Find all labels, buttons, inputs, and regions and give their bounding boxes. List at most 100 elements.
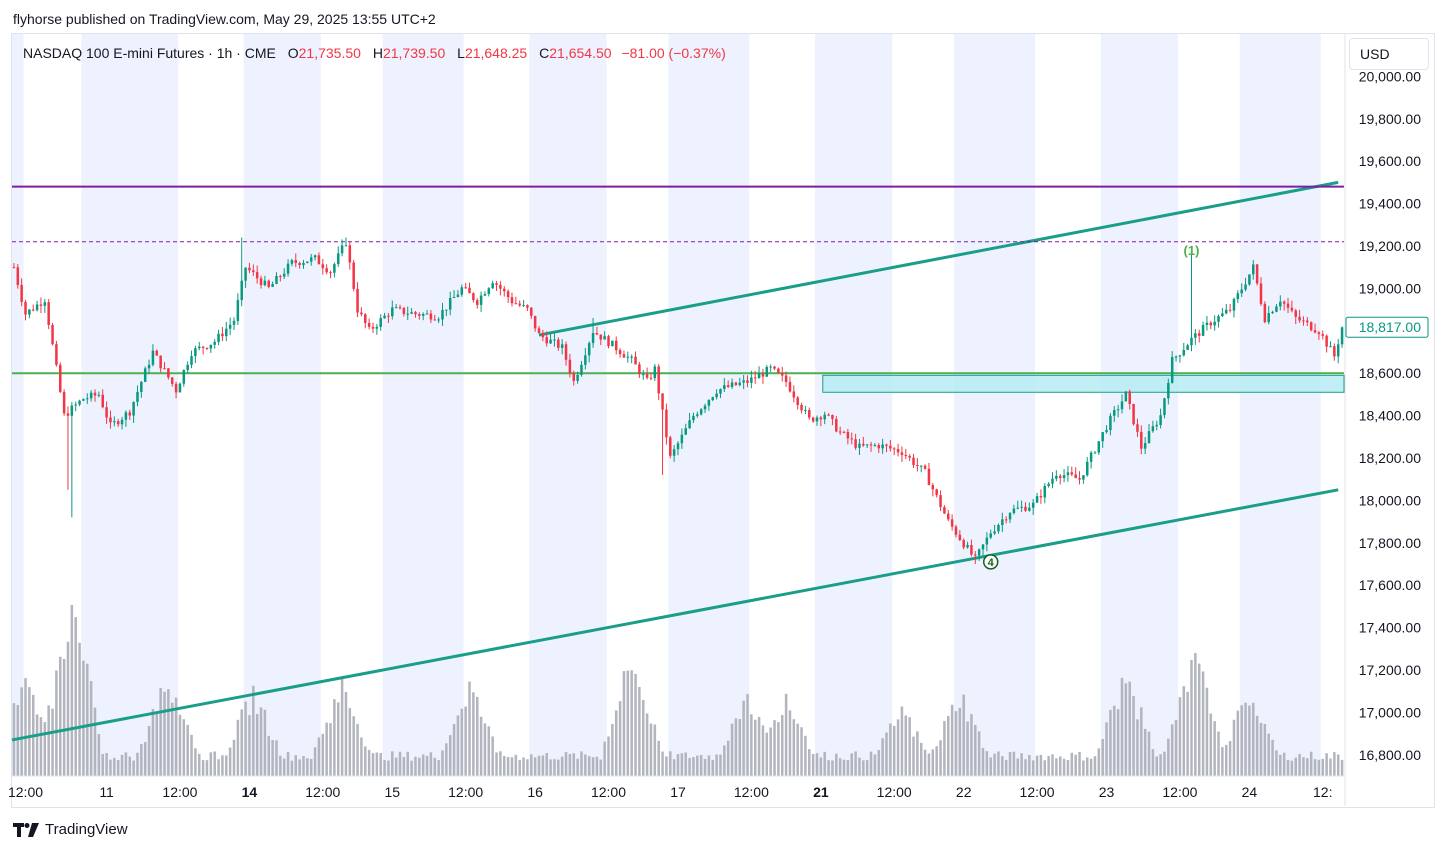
volume-bar — [680, 753, 684, 776]
candle — [1113, 406, 1116, 423]
chart-frame — [11, 33, 1435, 808]
volume-bar — [364, 746, 367, 776]
candle — [950, 514, 954, 531]
candle — [541, 329, 545, 342]
candle — [39, 297, 43, 313]
volume-bar — [1317, 759, 1321, 776]
volume-bar — [630, 670, 633, 776]
tradingview-brand[interactable]: TradingView — [13, 821, 128, 838]
volume-bar — [479, 716, 483, 776]
volume-bar — [939, 740, 942, 776]
candle-body — [626, 356, 630, 358]
volume-bar — [352, 716, 355, 776]
volume-bar — [753, 719, 757, 776]
volume-bar — [367, 749, 371, 776]
candle-body — [1197, 333, 1201, 336]
candle — [1294, 308, 1297, 325]
volume-bar — [738, 719, 742, 776]
candle — [170, 377, 174, 387]
volume-bar — [989, 757, 992, 776]
candle — [225, 321, 228, 342]
candle — [1082, 475, 1085, 484]
candle-body — [16, 267, 20, 285]
candle — [522, 299, 525, 307]
candle-body — [1159, 415, 1162, 425]
candle-body — [927, 468, 931, 486]
volume-bar — [638, 687, 641, 776]
volume-bar — [495, 752, 498, 776]
volume-bar — [1055, 758, 1058, 776]
candle-body — [356, 288, 359, 313]
candle — [325, 264, 328, 275]
candle-body — [209, 344, 213, 349]
volume-bar — [340, 676, 344, 776]
candle-body — [827, 414, 830, 416]
candle-body — [641, 374, 645, 376]
volume-bar — [761, 725, 765, 776]
volume-bar — [842, 759, 846, 776]
candle-body — [603, 336, 606, 340]
volume-bar — [1078, 751, 1081, 776]
currency-label: USD — [1360, 46, 1390, 62]
candle-body — [1039, 496, 1043, 498]
candle — [1066, 466, 1070, 482]
volume-bar — [336, 702, 340, 776]
candle-body — [197, 346, 201, 349]
candle — [1085, 457, 1089, 477]
candle — [86, 393, 89, 404]
symbol-name[interactable]: NASDAQ 100 E-mini Futures · 1h · CME — [23, 45, 276, 61]
volume-bar — [1302, 757, 1305, 776]
candle-body — [51, 324, 54, 345]
volume-bar — [784, 693, 788, 776]
volume-bar — [259, 707, 263, 776]
candle-body — [128, 412, 132, 416]
candle-body — [777, 368, 780, 373]
candle-body — [557, 339, 560, 348]
candle — [47, 299, 50, 330]
candle-body — [1248, 274, 1251, 285]
candle — [707, 399, 711, 411]
volume-bar — [1232, 719, 1236, 776]
volume-bar — [726, 740, 730, 776]
volume-bar — [236, 719, 240, 776]
candle — [699, 408, 703, 416]
candle — [410, 308, 413, 315]
candle-body — [912, 457, 915, 466]
candle — [286, 259, 290, 277]
time-tick-label: 11 — [99, 784, 114, 800]
candle-body — [433, 319, 437, 321]
candle — [1313, 323, 1317, 334]
candle — [530, 307, 533, 319]
candle-body — [1182, 349, 1186, 356]
candle — [89, 390, 93, 402]
volume-bar — [1109, 709, 1112, 776]
volume-bar — [205, 760, 209, 776]
volume-bar — [827, 760, 830, 776]
candle — [630, 354, 633, 364]
volume-bar — [333, 699, 336, 776]
candle-body — [1074, 474, 1077, 479]
volume-bar — [653, 724, 657, 776]
candle — [796, 395, 799, 410]
volume-bar — [78, 642, 81, 776]
candle-body — [425, 313, 429, 315]
candle-body — [116, 421, 120, 425]
volume-bar — [421, 754, 425, 776]
candle-body — [750, 377, 753, 383]
volume-bar — [557, 759, 560, 776]
candle-body — [286, 263, 290, 274]
price-tick-label: 19,800.00 — [1359, 111, 1421, 127]
volume-bar — [1329, 758, 1332, 776]
volume-bar — [155, 713, 159, 776]
candle-body — [1070, 472, 1074, 475]
candle-body — [522, 305, 525, 307]
candle — [827, 413, 830, 417]
currency-selector[interactable]: USD — [1349, 38, 1429, 70]
volume-bar — [151, 708, 155, 776]
candle — [236, 293, 240, 325]
candle-body — [398, 307, 402, 309]
candle-body — [74, 404, 77, 406]
candle-body — [109, 417, 112, 423]
candle — [638, 361, 641, 378]
